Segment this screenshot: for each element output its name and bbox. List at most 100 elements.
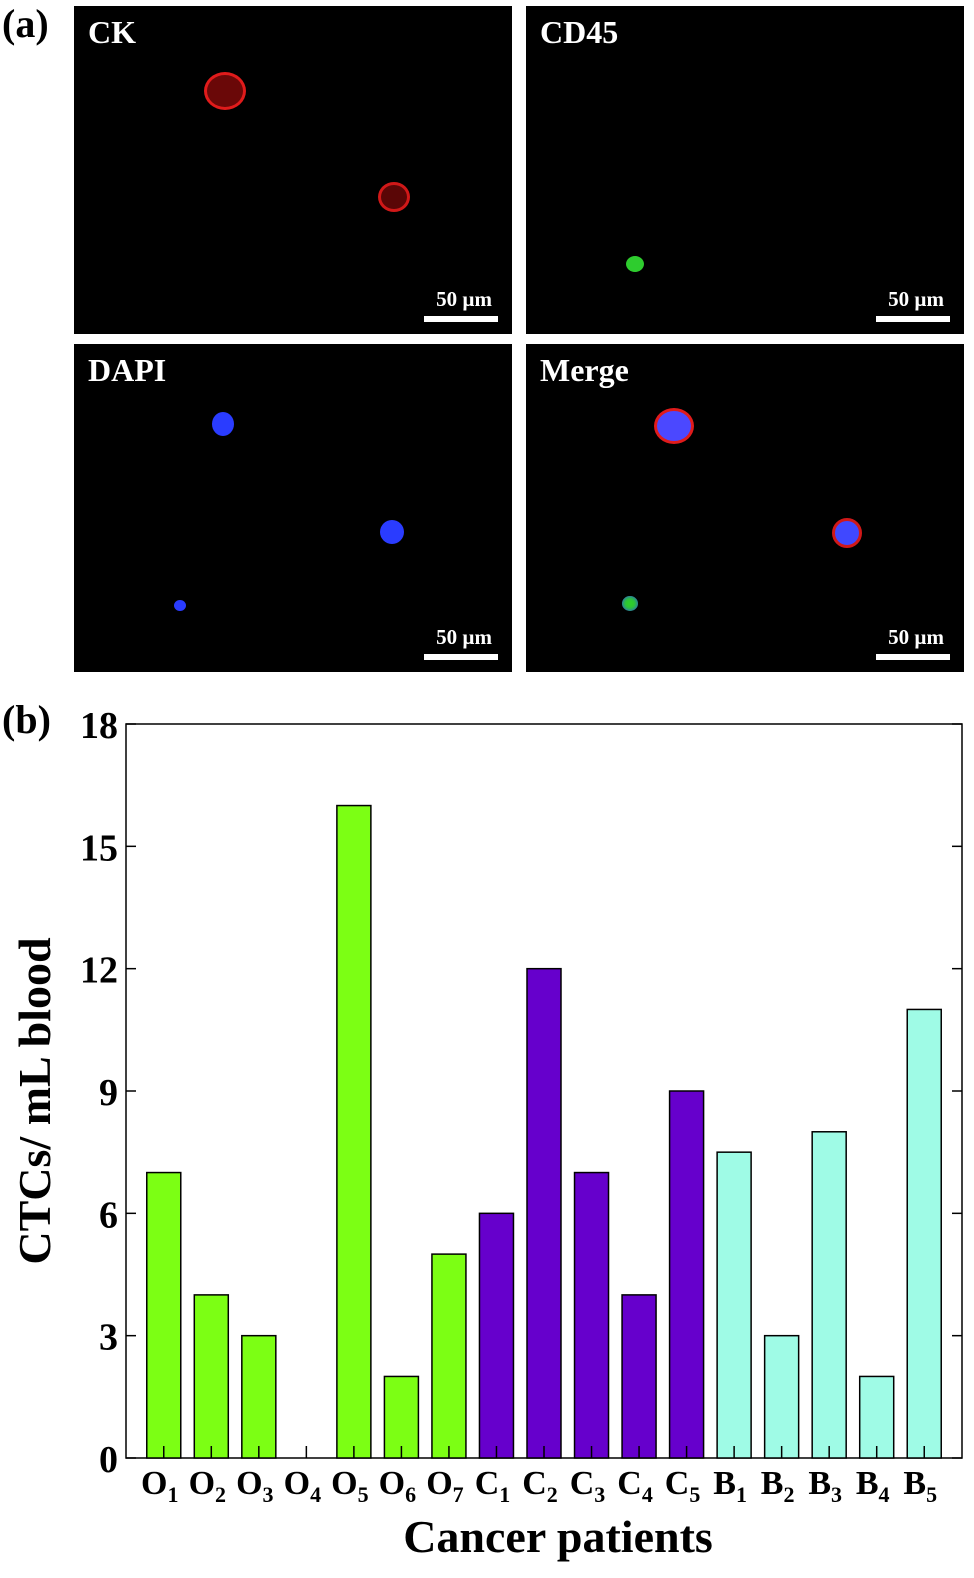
bar xyxy=(573,1171,610,1459)
x-tick-label: O6 xyxy=(379,1465,416,1507)
x-tick-label: O1 xyxy=(141,1465,178,1507)
x-tick-label: C3 xyxy=(570,1465,606,1507)
x-tick-letter: C xyxy=(475,1465,500,1502)
x-tick-label: B5 xyxy=(903,1465,937,1507)
scale-label: 50 µm xyxy=(436,287,492,311)
x-tick-subscript: 5 xyxy=(926,1482,937,1507)
x-tick-letter: O xyxy=(426,1465,452,1502)
micrograph-title: CK xyxy=(88,14,136,50)
x-tick-label: C4 xyxy=(617,1465,653,1507)
x-tick-letter: C xyxy=(665,1465,690,1502)
y-tick-label: 3 xyxy=(99,1317,118,1359)
x-tick-label: O4 xyxy=(284,1465,321,1507)
x-tick-label: O5 xyxy=(331,1465,368,1507)
dapi-nucleus xyxy=(212,412,234,436)
x-tick-letter: C xyxy=(522,1465,547,1502)
scale-bar xyxy=(424,316,498,322)
x-tick-subscript: 1 xyxy=(736,1482,747,1507)
x-tick-subscript: 3 xyxy=(594,1482,605,1507)
x-tick-letter: O xyxy=(284,1465,310,1502)
x-tick-letter: B xyxy=(761,1465,784,1502)
micrograph-ck: CK 50 µm xyxy=(74,6,512,334)
y-tick-label: 6 xyxy=(99,1194,118,1236)
x-tick-letter: B xyxy=(903,1465,926,1502)
bar xyxy=(906,1008,942,1459)
x-tick-subscript: 4 xyxy=(642,1482,653,1507)
scale-label: 50 µm xyxy=(888,625,944,649)
bar xyxy=(336,804,372,1459)
x-tick-subscript: 5 xyxy=(358,1482,369,1507)
x-tick-letter: B xyxy=(808,1465,831,1502)
bar xyxy=(858,1375,895,1459)
y-tick-label: 9 xyxy=(99,1072,118,1114)
scale-bar xyxy=(876,316,950,322)
x-tick-subscript: 1 xyxy=(167,1482,178,1507)
cd45-cell xyxy=(626,256,644,272)
x-tick-letter: O xyxy=(141,1465,167,1502)
x-tick-label: O3 xyxy=(236,1465,273,1507)
merge-cell xyxy=(832,518,862,548)
x-tick-subscript: 2 xyxy=(547,1482,558,1507)
x-tick-subscript: 4 xyxy=(879,1482,890,1507)
x-tick-subscript: 4 xyxy=(310,1482,321,1507)
bar xyxy=(241,1334,277,1459)
scale-label: 50 µm xyxy=(888,287,944,311)
micrograph-title: Merge xyxy=(540,352,629,388)
micrograph-merge: Merge 50 µm xyxy=(526,344,964,672)
bar xyxy=(526,967,562,1459)
panel-b-label: (b) xyxy=(2,697,51,742)
bar xyxy=(146,1171,182,1459)
micrograph-title: CD45 xyxy=(540,14,619,50)
y-axis-label: CTCs/ mL blood xyxy=(9,937,60,1265)
dapi-nucleus xyxy=(380,520,404,544)
bar xyxy=(383,1375,420,1459)
x-tick-label: C1 xyxy=(475,1465,511,1507)
x-tick-label: C5 xyxy=(665,1465,701,1507)
x-tick-label: B4 xyxy=(856,1465,890,1507)
x-tick-letter: C xyxy=(570,1465,595,1502)
x-tick-label: B1 xyxy=(713,1465,747,1507)
bar xyxy=(668,1090,705,1459)
bar xyxy=(716,1151,752,1459)
x-tick-subscript: 3 xyxy=(831,1482,842,1507)
bar xyxy=(431,1253,467,1459)
x-tick-label: C2 xyxy=(522,1465,558,1507)
scale-label: 50 µm xyxy=(436,625,492,649)
x-tick-label: O2 xyxy=(189,1465,226,1507)
x-tick-subscript: 3 xyxy=(263,1482,274,1507)
x-tick-subscript: 2 xyxy=(783,1482,794,1507)
bar xyxy=(621,1294,657,1459)
x-tick-subscript: 2 xyxy=(215,1482,226,1507)
x-tick-letter: C xyxy=(617,1465,642,1502)
x-tick-letter: O xyxy=(331,1465,357,1502)
merge-cell xyxy=(622,596,638,611)
y-tick-label: 15 xyxy=(80,827,118,869)
x-tick-subscript: 7 xyxy=(453,1482,464,1507)
bar xyxy=(763,1334,800,1459)
y-axis: 0 3 6 9 12 15 18 xyxy=(80,705,962,1481)
x-tick-letter: O xyxy=(236,1465,262,1502)
x-tick-subscript: 1 xyxy=(499,1482,510,1507)
x-tick-label: B2 xyxy=(761,1465,795,1507)
dapi-nucleus xyxy=(174,600,186,611)
y-tick-label: 18 xyxy=(80,705,118,747)
x-axis-label: Cancer patients xyxy=(403,1511,713,1562)
micrograph-title: DAPI xyxy=(88,352,167,388)
ck-cell xyxy=(378,182,410,212)
bar xyxy=(811,1131,847,1459)
y-tick-label: 12 xyxy=(80,950,118,992)
scale-bar xyxy=(876,654,950,660)
x-tick-label: B3 xyxy=(808,1465,842,1507)
micrograph-cd45: CD45 50 µm xyxy=(526,6,964,334)
x-tick-label: O7 xyxy=(426,1465,463,1507)
bars-group xyxy=(146,804,942,1459)
x-tick-letter: B xyxy=(713,1465,736,1502)
micrograph-dapi: DAPI 50 µm xyxy=(74,344,512,672)
x-tick-letter: O xyxy=(379,1465,405,1502)
y-tick-label: 0 xyxy=(99,1439,118,1481)
bar xyxy=(193,1294,230,1459)
scale-bar xyxy=(424,654,498,660)
x-tick-letter: O xyxy=(189,1465,215,1502)
bar xyxy=(478,1212,515,1459)
